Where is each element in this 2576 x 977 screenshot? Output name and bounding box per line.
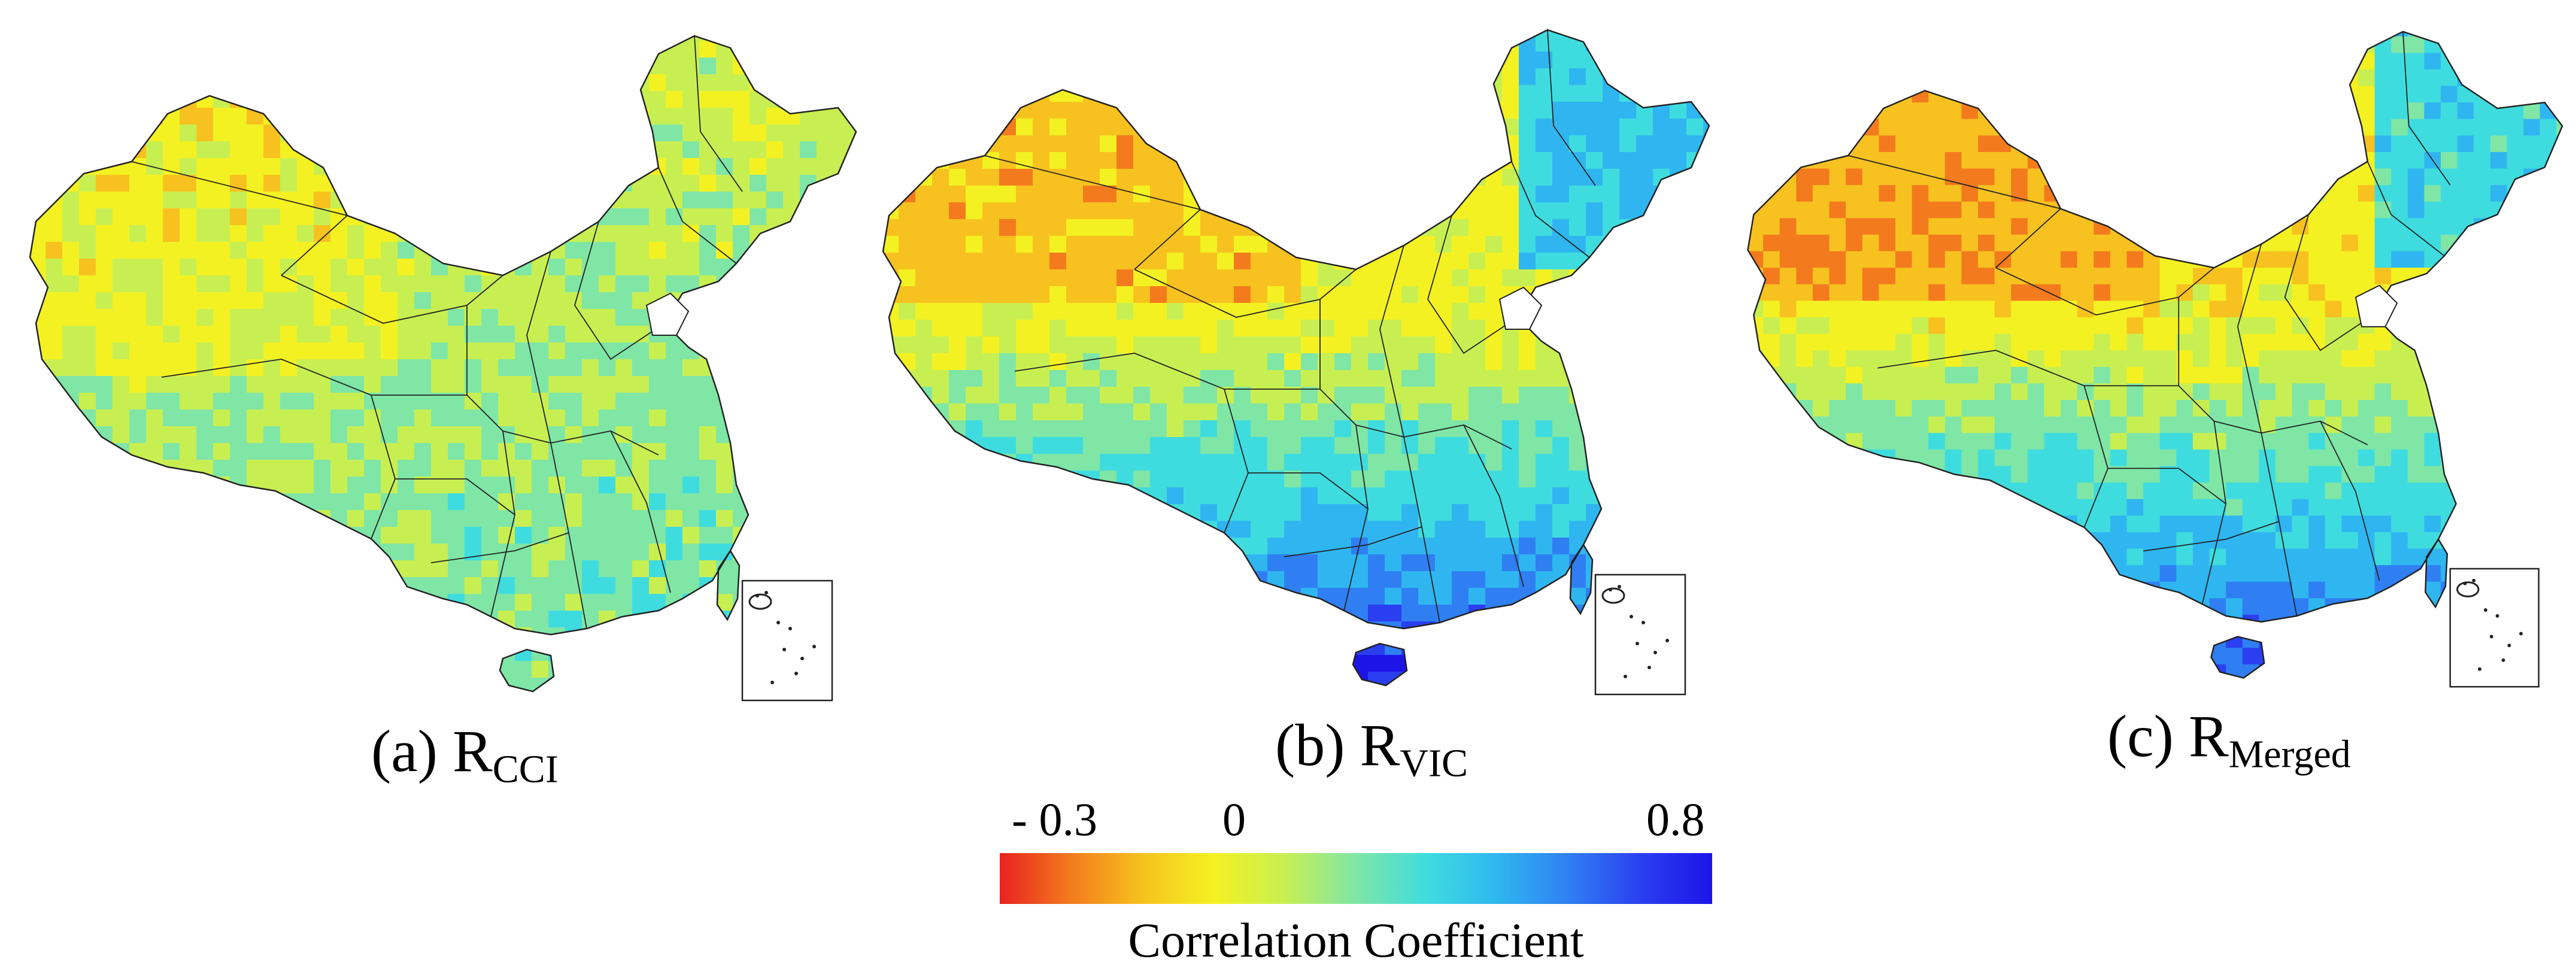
province-border — [2402, 31, 2451, 186]
province-border — [281, 215, 348, 276]
caption-main: (a) R — [371, 718, 493, 784]
caption-vic: (b) RVIC — [1275, 715, 1468, 783]
inset-island — [1653, 651, 1657, 654]
caption-main: (b) R — [1275, 712, 1400, 778]
caption-main: (c) R — [2107, 703, 2229, 769]
china-map-vic — [882, 29, 1710, 696]
province-border — [694, 35, 743, 192]
province-border — [2320, 421, 2380, 581]
inset-island — [2472, 578, 2476, 582]
inset-island — [2501, 658, 2505, 662]
island-border — [2210, 636, 2265, 679]
province-border — [2237, 244, 2262, 433]
province-border — [281, 275, 503, 324]
inset-island — [1665, 639, 1669, 642]
province-border — [1224, 389, 1404, 438]
inset-island — [2484, 608, 2487, 612]
province-border — [1134, 209, 1201, 270]
legend-title: Correlation Coefficient — [1128, 913, 1584, 967]
map-fill — [30, 36, 856, 691]
inset-island — [812, 645, 816, 648]
map-panel-vic — [865, 18, 1715, 706]
inset-island — [1636, 642, 1639, 645]
south-china-sea-inset — [1594, 574, 1686, 696]
china-map-cci — [29, 35, 857, 702]
inset-island — [1642, 621, 1645, 624]
caption-merged: (c) RMerged — [2107, 706, 2351, 774]
inset-island — [1647, 666, 1651, 669]
province-border — [1379, 245, 1404, 438]
island-border — [716, 549, 741, 621]
island-border — [1569, 543, 1594, 615]
map-fill — [883, 30, 1709, 685]
inset-island — [800, 657, 804, 660]
inset-island — [2456, 581, 2480, 597]
inset-island — [764, 591, 768, 594]
legend-zero-label: 0 — [1222, 793, 1246, 845]
province-border — [2143, 521, 2280, 552]
country-border — [1747, 31, 2563, 623]
inset-island — [1601, 587, 1625, 604]
map-panel-merged — [1730, 15, 2568, 703]
inset-island — [2478, 667, 2482, 671]
province-border — [1547, 29, 1596, 186]
inset-island — [782, 648, 786, 651]
caption-sub: VIC — [1400, 741, 1468, 785]
inset-island — [2507, 644, 2511, 648]
province-border — [1511, 161, 1590, 258]
province-border — [574, 221, 665, 360]
province-border — [1284, 526, 1422, 557]
inset-island — [776, 621, 780, 624]
island-border — [1352, 642, 1408, 687]
inset-island — [1624, 675, 1627, 678]
inset-island — [2495, 614, 2499, 618]
china-map-merged — [1747, 31, 2563, 688]
island-border — [499, 648, 555, 693]
province-border — [984, 155, 1201, 210]
inset-island — [794, 672, 798, 675]
province-border — [2107, 468, 2226, 505]
legend-max-label: 0.8 — [1646, 793, 1705, 845]
south-china-sea-inset — [2449, 568, 2539, 688]
province-border — [610, 430, 671, 593]
south-china-sea-inset — [741, 579, 833, 702]
province-border — [1463, 424, 1524, 587]
inset-island — [2519, 632, 2523, 636]
caption-sub: Merged — [2228, 732, 2351, 776]
province-border — [2366, 161, 2445, 257]
inset-island — [1630, 615, 1633, 618]
bohai-sea — [2354, 284, 2398, 327]
inset-island — [1618, 585, 1621, 588]
legend-min-label: - 0.3 — [1012, 793, 1097, 845]
island-border — [2425, 538, 2448, 609]
inset-island — [748, 593, 772, 610]
province-border — [1134, 269, 1357, 318]
province-border — [1847, 154, 2061, 210]
bohai-sea — [1498, 286, 1543, 330]
map-fill — [1747, 31, 2563, 678]
inset-island — [770, 681, 774, 684]
province-border — [526, 251, 551, 444]
country-border — [882, 29, 1710, 630]
country-border — [29, 35, 857, 636]
province-border — [658, 167, 737, 264]
province-border — [1427, 215, 1518, 354]
inset-island — [2489, 635, 2493, 639]
bohai-sea — [645, 292, 690, 336]
province-border — [1248, 472, 1369, 509]
province-border — [131, 161, 348, 216]
province-border — [430, 532, 569, 563]
province-border — [1995, 267, 2215, 315]
province-border — [2284, 214, 2374, 351]
map-panel-cci — [12, 24, 862, 712]
inset-island — [788, 627, 792, 630]
province-border — [2084, 385, 2262, 434]
colorbar — [1000, 853, 1712, 904]
caption-cci: (a) RCCI — [371, 721, 559, 789]
province-border — [371, 395, 551, 444]
caption-sub: CCI — [492, 747, 559, 791]
province-border — [395, 478, 515, 515]
colorbar-legend: - 0.3 0 0.8 Correlation Coefficient — [1000, 796, 1712, 976]
province-border — [1995, 208, 2061, 268]
